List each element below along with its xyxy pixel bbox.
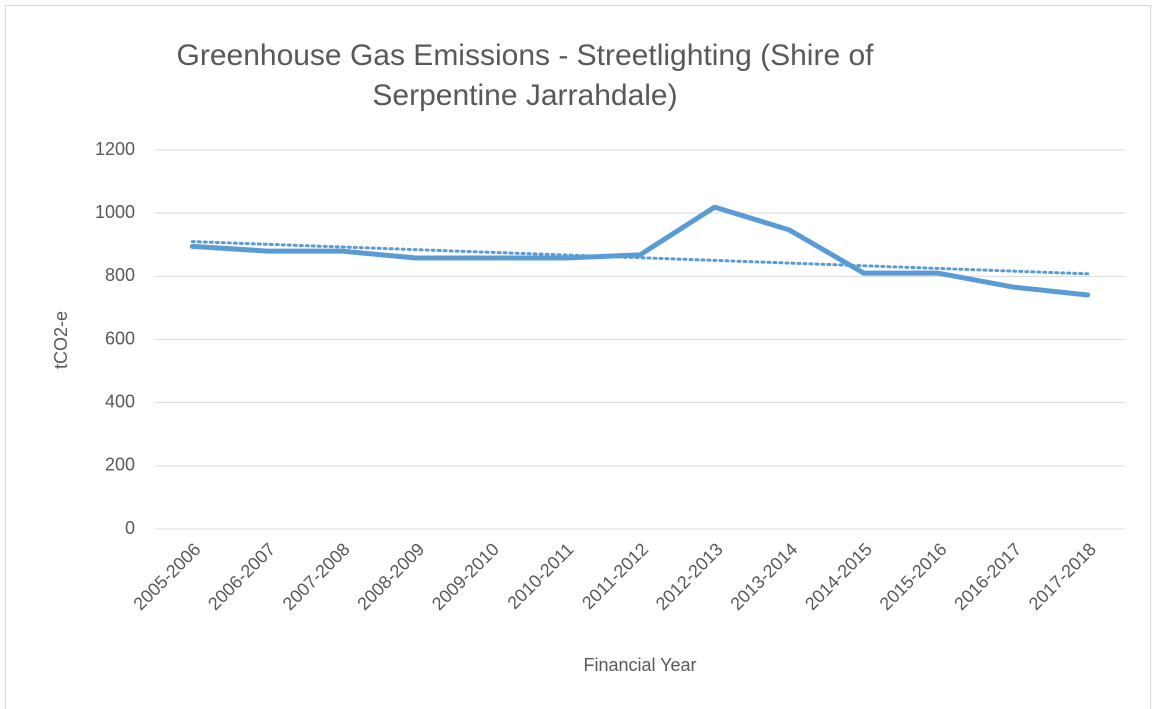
x-tick-label: 2010-2011 [504, 539, 578, 613]
y-tick-label: 400 [105, 391, 135, 411]
y-tick-label: 800 [105, 265, 135, 285]
x-tick-label: 2012-2013 [652, 539, 727, 614]
x-axis-title: Financial Year [583, 655, 696, 675]
x-tick-label: 2008-2009 [353, 539, 428, 614]
y-axis-title: tCO2-e [51, 311, 71, 369]
chart-title: Greenhouse Gas Emissions - Streetlightin… [176, 39, 874, 112]
x-tick-label: 2016-2017 [950, 539, 1025, 614]
x-tick-label: 2005-2006 [129, 539, 204, 614]
trend-line [190, 240, 1090, 276]
x-tick-label: 2015-2016 [876, 539, 951, 614]
x-tick-label: 2009-2010 [428, 539, 503, 614]
y-tick-label: 600 [105, 328, 135, 348]
x-tick-label: 2011-2012 [578, 539, 652, 613]
x-tick-label: 2007-2008 [279, 539, 354, 614]
y-tick-label: 200 [105, 455, 135, 475]
x-tick-label: 2006-2007 [204, 539, 279, 614]
y-tick-label: 0 [125, 518, 135, 538]
chart-frame [5, 5, 1151, 709]
data-line [189, 204, 1091, 298]
y-tick-label: 1000 [95, 202, 135, 222]
x-tick-label: 2014-2015 [801, 539, 876, 614]
x-tick-label: 2013-2014 [726, 539, 801, 614]
y-tick-label: 1200 [95, 139, 135, 159]
x-tick-label: 2017-2018 [1025, 539, 1100, 614]
